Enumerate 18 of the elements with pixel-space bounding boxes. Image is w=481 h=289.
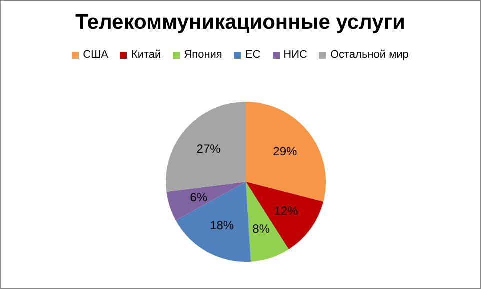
pie-slice bbox=[176, 182, 252, 262]
legend-label: Япония bbox=[184, 49, 222, 61]
data-label: 29% bbox=[273, 144, 298, 159]
data-label: 27% bbox=[196, 142, 222, 156]
pie-slice bbox=[166, 182, 246, 221]
pie-slice bbox=[246, 182, 324, 250]
chart-title: Телекоммуникационные услуги bbox=[74, 11, 406, 36]
data-label: 12% bbox=[274, 204, 298, 218]
legend-label: ЕС bbox=[245, 49, 261, 61]
data-label: 8% bbox=[252, 222, 270, 236]
legend-label: Китай bbox=[131, 49, 162, 61]
data-label: 6% bbox=[190, 190, 208, 204]
data-label: 18% bbox=[210, 218, 234, 232]
pie-slice bbox=[246, 102, 326, 202]
legend-label: Остальной мир bbox=[330, 49, 409, 61]
legend-label: США bbox=[83, 49, 108, 61]
legend-label: НИС bbox=[284, 49, 308, 61]
pie-slice bbox=[166, 102, 246, 192]
